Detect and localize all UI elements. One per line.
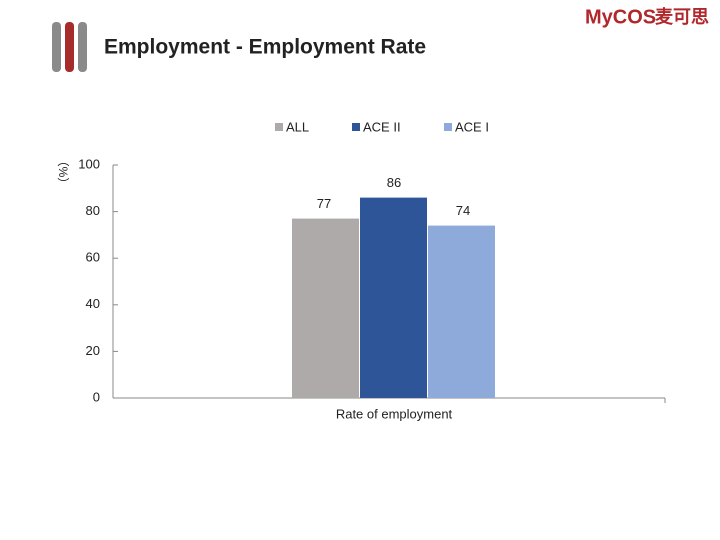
bar <box>292 218 359 398</box>
decor-bar <box>65 22 74 72</box>
legend-label: ACE II <box>363 119 401 134</box>
bar <box>360 197 427 398</box>
value-label: 86 <box>387 175 401 190</box>
decor-bar <box>52 22 61 72</box>
y-tick-label: 40 <box>86 296 100 311</box>
legend-swatch <box>444 123 452 131</box>
legend-swatch <box>275 123 283 131</box>
decor-bar <box>78 22 87 72</box>
bar <box>428 225 495 398</box>
y-tick-label: 20 <box>86 343 100 358</box>
legend-swatch <box>352 123 360 131</box>
value-label: 74 <box>456 203 470 218</box>
legend-label: ACE I <box>455 119 489 134</box>
chart-title: Employment - Employment Rate <box>104 36 426 59</box>
y-axis-label: （%） <box>56 155 70 190</box>
logo-brand: MyCOS <box>585 6 656 28</box>
y-tick-label: 0 <box>93 389 100 404</box>
value-label: 77 <box>317 196 331 211</box>
logo-name: 麦可思 <box>655 6 709 27</box>
y-tick-label: 60 <box>86 250 100 265</box>
y-tick-label: 80 <box>86 203 100 218</box>
y-tick-label: 100 <box>78 156 100 171</box>
x-tick-label: Rate of employment <box>336 406 453 421</box>
legend-label: ALL <box>286 119 309 134</box>
